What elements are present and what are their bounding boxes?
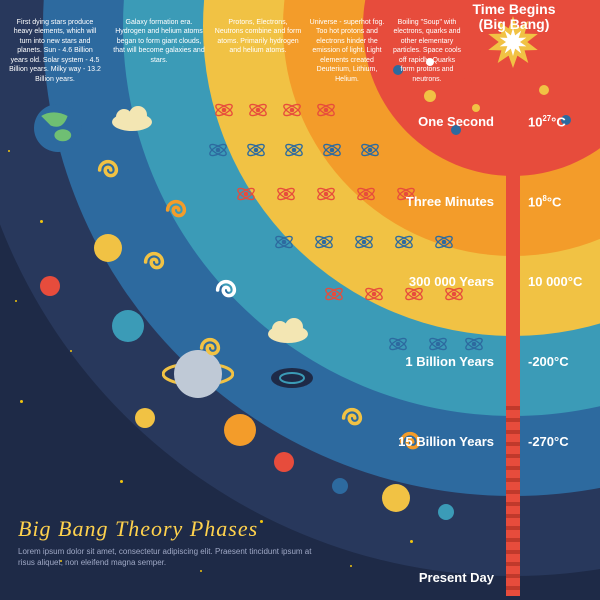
planet-icon — [438, 504, 454, 525]
planet-icon — [332, 478, 348, 499]
bg-star — [120, 480, 123, 483]
nebula-icon — [111, 106, 153, 137]
header-line1: Time Begins — [473, 1, 556, 17]
bg-star — [8, 150, 10, 152]
galaxy-icon — [196, 334, 224, 367]
planet-icon — [135, 408, 155, 433]
atom-icon — [213, 99, 235, 126]
atom-icon — [359, 139, 381, 166]
phase-description: Galaxy formation era. Hydrogen and heliu… — [112, 18, 206, 65]
infographic-subtitle: Lorem ipsum dolor sit amet, consectetur … — [18, 546, 318, 568]
atom-icon — [323, 283, 345, 310]
atom-icon — [275, 183, 297, 210]
atom-icon — [283, 139, 305, 166]
atom-icon — [393, 231, 415, 258]
bg-star — [70, 350, 72, 352]
atom-icon — [281, 99, 303, 126]
phase-temperature: 108°C — [528, 194, 561, 209]
atom-icon — [273, 231, 295, 258]
atom-icon — [433, 231, 455, 258]
galaxy-icon — [140, 248, 168, 281]
atom-icon — [245, 139, 267, 166]
infographic-canvas: Time Begins(Big Bang) One Second 1027°C Thr… — [0, 0, 600, 600]
atom-icon — [315, 99, 337, 126]
phase-temperature: 10 000°C — [528, 274, 582, 289]
phase-description: Boiling "Soup" with electrons, quarks an… — [392, 18, 462, 84]
bg-star — [410, 540, 413, 543]
planet-icon — [112, 310, 144, 347]
phase-label: 300 000 Years — [409, 274, 494, 289]
galaxy-icon — [212, 276, 240, 309]
galaxy-icon — [94, 156, 122, 189]
planet-icon — [94, 234, 122, 267]
particle-icon — [539, 85, 549, 95]
atom-icon — [353, 231, 375, 258]
phase-temperature: -270°C — [528, 434, 569, 449]
phase-temperature: 1027°C — [528, 114, 566, 129]
phase-label: 1 Billion Years — [405, 354, 494, 369]
atom-icon — [315, 183, 337, 210]
nebula-icon — [267, 318, 309, 349]
earth-icon — [34, 104, 82, 157]
planet-icon — [274, 452, 294, 477]
particle-icon — [472, 104, 480, 112]
planet-icon — [224, 414, 256, 451]
phase-description: First dying stars produce heavy elements… — [8, 18, 102, 84]
atom-icon — [313, 231, 335, 258]
bg-star — [260, 520, 263, 523]
phase-label: Three Minutes — [406, 194, 494, 209]
infographic-title: Big Bang Theory Phases — [18, 516, 258, 542]
phase-description: Universe - superhot fog. Too hot protons… — [306, 18, 388, 84]
galaxy-icon — [338, 404, 366, 437]
phase-label: Present Day — [419, 570, 494, 585]
phase-temperature: -200°C — [528, 354, 569, 369]
atom-icon — [355, 183, 377, 210]
bg-star — [20, 400, 23, 403]
atom-icon — [235, 183, 257, 210]
planet-icon — [40, 276, 60, 301]
time-begins-header: Time Begins(Big Bang) — [466, 2, 562, 33]
phase-description: Protons, Electrons, Neutrons combine and… — [214, 18, 302, 56]
phase-label: 15 Billion Years — [398, 434, 494, 449]
atom-icon — [363, 283, 385, 310]
particle-icon — [424, 90, 436, 102]
particle-icon — [464, 76, 472, 84]
timeline-bar — [506, 36, 520, 596]
galaxy-icon — [270, 364, 314, 397]
phase-label: One Second — [418, 114, 494, 129]
bg-star — [15, 300, 17, 302]
bg-star — [350, 565, 352, 567]
planet-icon — [382, 484, 410, 517]
galaxy-icon — [162, 196, 190, 229]
header-line2: (Big Bang) — [479, 16, 550, 32]
atom-icon — [321, 139, 343, 166]
atom-icon — [207, 139, 229, 166]
bg-star — [40, 220, 43, 223]
bg-star — [200, 570, 202, 572]
atom-icon — [247, 99, 269, 126]
